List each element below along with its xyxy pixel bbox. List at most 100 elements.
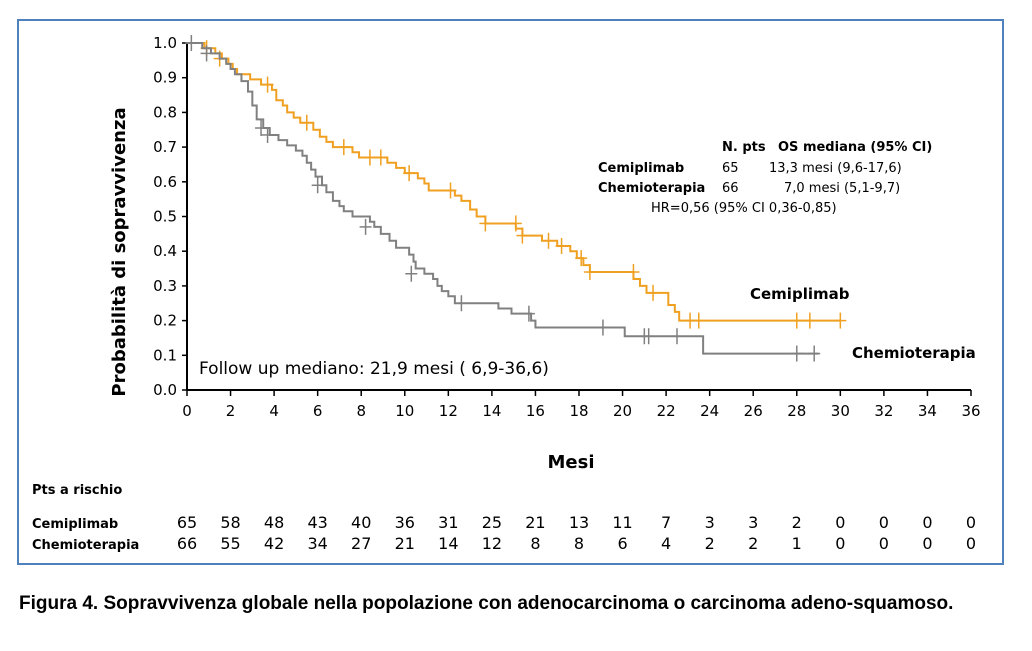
risk-value: 25 [482, 513, 502, 532]
table-row-n: 65 [722, 161, 739, 176]
x-tick-label: 24 [700, 402, 719, 420]
cemiplimab-censor-mark [834, 312, 847, 329]
y-tick-label: 0.1 [153, 346, 177, 364]
figure-frame [17, 19, 1004, 565]
chemioterapia-censor-mark [255, 120, 268, 137]
x-tick-label: 10 [395, 402, 414, 420]
chemioterapia-series-line [187, 42, 819, 355]
chemioterapia-censor-mark [790, 345, 803, 362]
chemioterapia-censor-mark [642, 328, 655, 345]
cemiplimab-censor-mark [444, 182, 457, 199]
risk-value: 34 [307, 534, 327, 553]
chemioterapia-censor-mark [671, 328, 683, 345]
risk-value: 48 [264, 513, 284, 532]
risk-value: 11 [612, 513, 632, 532]
risk-value: 3 [748, 513, 758, 532]
risk-value: 0 [879, 513, 889, 532]
table-row-name: Chemioterapia [598, 181, 705, 196]
risk-title: Pts a rischio [32, 483, 122, 498]
cemiplimab-curve-label: Cemiplimab [750, 285, 850, 303]
risk-value: 12 [482, 534, 502, 553]
x-tick-label: 4 [269, 402, 279, 420]
risk-value: 0 [879, 534, 889, 553]
cemiplimab-censor-mark [403, 165, 416, 182]
x-tick-label: 32 [874, 402, 893, 420]
y-tick-label: 0.5 [153, 208, 177, 226]
cemiplimab-censor-mark [692, 312, 705, 329]
risk-value: 8 [530, 534, 540, 553]
cemiplimab-series-line [187, 42, 841, 322]
followup-note: Follow up mediano: 21,9 mesi ( 6,9-36,6) [199, 359, 549, 379]
x-tick-label: 6 [313, 402, 323, 420]
cemiplimab-censor-mark [509, 215, 522, 232]
x-axis-label: Mesi [547, 452, 594, 473]
y-tick-label: 0.4 [153, 242, 177, 260]
figure-caption: Figura 4. Sopravvivenza globale nella po… [19, 593, 954, 614]
risk-row-name: Cemiplimab [32, 517, 118, 532]
x-tick-label: 0 [182, 402, 192, 420]
chemioterapia-censor-mark [455, 295, 468, 312]
cemiplimab-censor-mark [479, 215, 492, 232]
x-ticks: 0 2 4 6 8 10 12 14 16 18 20 22 24 26 28 30 32 34 36 [182, 390, 981, 420]
x-tick-label: 8 [356, 402, 366, 420]
x-tick-label: 26 [744, 402, 763, 420]
curves [185, 35, 847, 362]
table-row-name: Cemiplimab [598, 161, 684, 176]
risk-value: 21 [395, 534, 415, 553]
cemiplimab-censor-mark [647, 284, 660, 301]
x-tick-label: 34 [918, 402, 937, 420]
chemio-curve-label: Chemioterapia [852, 344, 976, 362]
cemiplimab-censor-mark [337, 139, 350, 156]
risk-value: 42 [264, 534, 284, 553]
y-tick-label: 0.8 [153, 103, 177, 121]
cemiplimab-censor-mark [790, 312, 803, 329]
table-row-os: 13,3 mesi (9,6-17,6) [769, 161, 902, 176]
chemioterapia-censor-mark [200, 45, 213, 62]
risk-value: 66 [177, 534, 197, 553]
risk-value: 43 [307, 513, 327, 532]
table-header-npts: N. pts [722, 140, 766, 155]
risk-value: 0 [966, 513, 976, 532]
cemiplimab-censor-mark [300, 114, 313, 131]
y-tick-label: 0.0 [153, 381, 177, 399]
x-tick-label: 18 [569, 402, 588, 420]
risk-value: 40 [351, 513, 371, 532]
y-axis-label: Probabilità di sopravvivenza [109, 107, 130, 396]
risk-value: 55 [220, 534, 240, 553]
x-tick-label: 12 [439, 402, 458, 420]
y-tick-label: 0.3 [153, 277, 177, 295]
y-ticks: 0.0 0.1 0.2 0.3 0.4 0.5 0.6 0.7 0.8 0.9 1.0 [153, 34, 187, 399]
x-tick-label: 16 [526, 402, 545, 420]
y-tick-label: 0.2 [153, 312, 177, 330]
chemioterapia-censor-mark [359, 218, 372, 235]
cemiplimab-censor-mark [363, 149, 376, 166]
risk-value: 27 [351, 534, 371, 553]
x-tick-label: 30 [831, 402, 850, 420]
risk-value: 0 [835, 513, 845, 532]
chemioterapia-censor-mark [522, 305, 535, 322]
chemioterapia-censor-mark [261, 126, 274, 143]
risk-row-name: Chemioterapia [32, 538, 139, 553]
table-row-os: 7,0 mesi (5,1-9,7) [784, 181, 900, 196]
os-table: N. pts OS mediana (95% CI) Cemiplimab 65… [598, 140, 932, 216]
risk-value: 14 [438, 534, 458, 553]
cemiplimab-censor-mark [583, 264, 596, 281]
cemiplimab-censor-mark [542, 232, 555, 249]
chart-axes [186, 43, 971, 391]
x-tick-label: 28 [787, 402, 806, 420]
cemiplimab-censor-mark [575, 250, 588, 267]
x-tick-label: 36 [961, 402, 980, 420]
x-tick-label: 2 [226, 402, 236, 420]
risk-value: 1 [792, 534, 802, 553]
table-hr: HR=0,56 (95% CI 0,36-0,85) [651, 201, 837, 216]
risk-value: 0 [966, 534, 976, 553]
risk-value: 31 [438, 513, 458, 532]
risk-value: 6 [617, 534, 627, 553]
y-tick-label: 0.7 [153, 138, 177, 156]
risk-value: 4 [661, 534, 671, 553]
y-tick-label: 0.6 [153, 173, 177, 191]
cemiplimab-censor-mark [627, 264, 640, 281]
risk-value: 21 [525, 513, 545, 532]
chemioterapia-censor-mark [185, 35, 198, 51]
